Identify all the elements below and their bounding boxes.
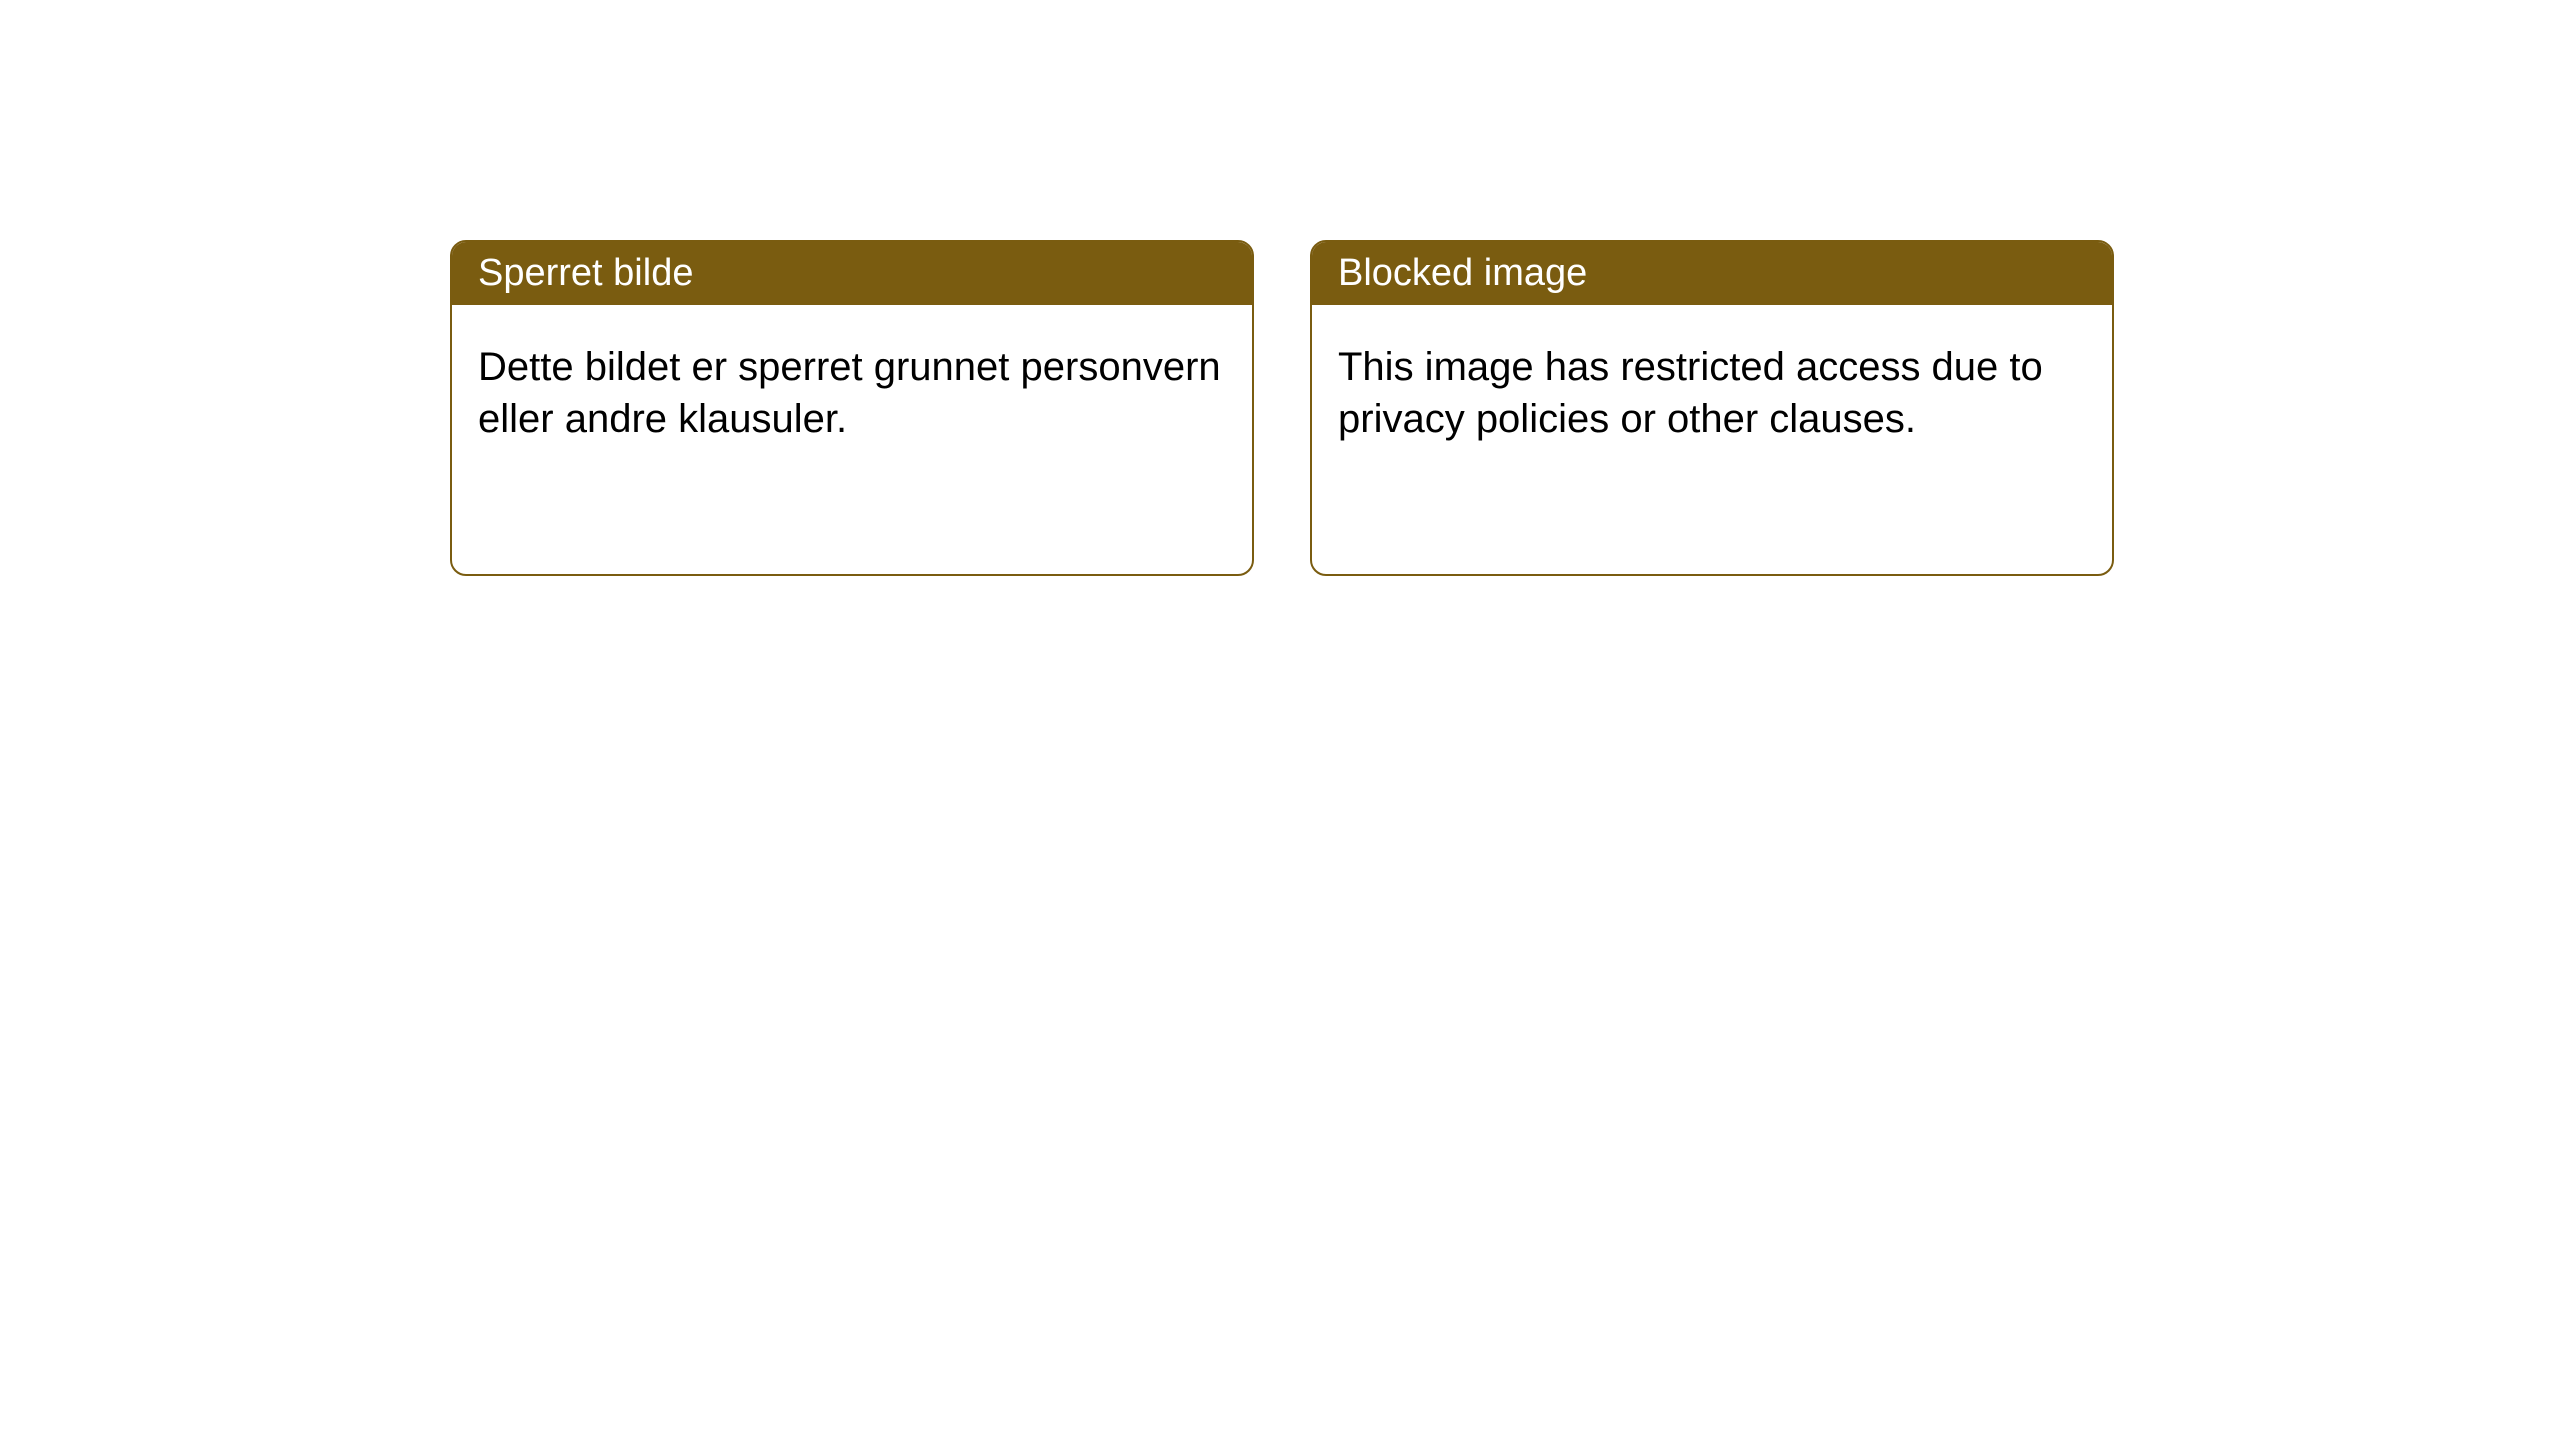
card-body: Dette bildet er sperret grunnet personve… bbox=[452, 305, 1252, 481]
card-body-text: Dette bildet er sperret grunnet personve… bbox=[478, 345, 1221, 441]
card-body: This image has restricted access due to … bbox=[1312, 305, 2112, 481]
card-header: Blocked image bbox=[1312, 242, 2112, 305]
blocked-image-card-en: Blocked image This image has restricted … bbox=[1310, 240, 2114, 576]
blocked-image-card-no: Sperret bilde Dette bildet er sperret gr… bbox=[450, 240, 1254, 576]
card-title: Sperret bilde bbox=[478, 252, 693, 294]
card-header: Sperret bilde bbox=[452, 242, 1252, 305]
cards-container: Sperret bilde Dette bildet er sperret gr… bbox=[0, 0, 2560, 576]
card-title: Blocked image bbox=[1338, 252, 1587, 294]
card-body-text: This image has restricted access due to … bbox=[1338, 345, 2043, 441]
